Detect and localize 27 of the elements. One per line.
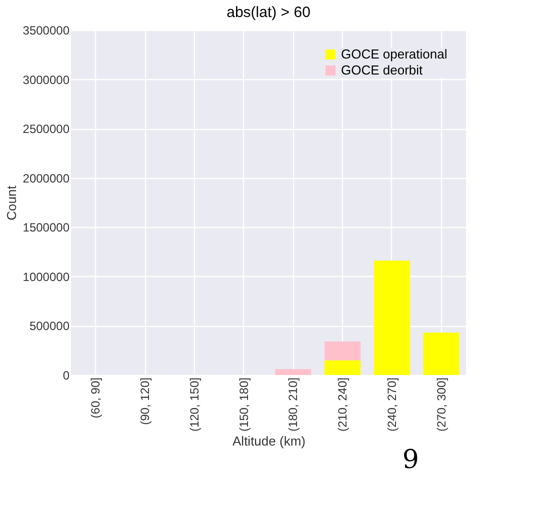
y-axis-title: Count — [4, 185, 19, 220]
x-tick-label: (270, 300] — [434, 378, 448, 432]
y-tick-label: 500000 — [29, 319, 70, 334]
bar — [324, 360, 361, 375]
text: 9 — [402, 445, 419, 475]
x-tick-label: (90, 120] — [138, 378, 152, 425]
x-tick-label: (60, 90] — [88, 378, 103, 418]
y-tick-label: 1500000 — [22, 220, 70, 235]
legend-label: GOCE operational — [341, 46, 448, 62]
x-tick-label: (240, 270] — [384, 378, 399, 432]
y-tick-label: 1000000 — [22, 270, 70, 284]
chart-title: abs(lat) > 60 — [226, 4, 310, 21]
x-tick-label: (180, 210] — [286, 378, 300, 432]
x-tick-label: (210, 240] — [336, 378, 350, 432]
y-tick-label: 3000000 — [22, 72, 70, 87]
y-tick-label: 3500000 — [22, 24, 70, 38]
bar — [324, 341, 361, 360]
x-tick-label: (120, 150] — [187, 378, 202, 432]
bar — [423, 332, 460, 375]
bar — [275, 369, 312, 375]
y-tick-label: 2000000 — [22, 171, 70, 186]
y-tick-label: 2500000 — [22, 122, 70, 136]
y-tick-label: 0 — [62, 368, 70, 382]
x-tick-label: (150, 180] — [236, 378, 251, 432]
legend-label: GOCE deorbit — [341, 62, 424, 78]
bar — [374, 260, 410, 375]
x-axis-title: Altitude (km) — [232, 434, 306, 449]
